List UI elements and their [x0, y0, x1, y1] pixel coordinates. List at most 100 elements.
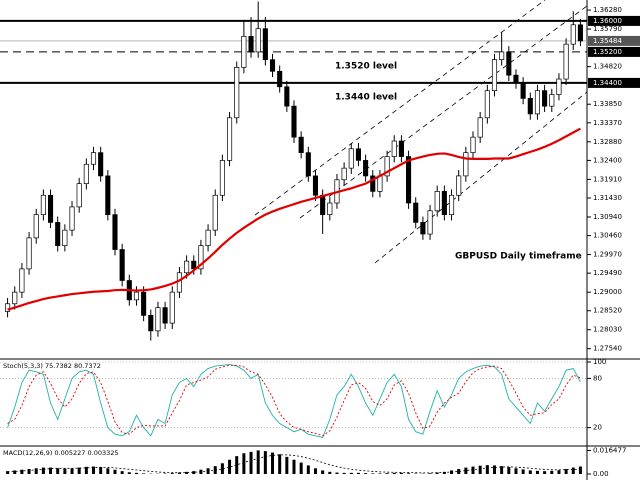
macd-bar	[486, 465, 489, 474]
macd-bar	[293, 460, 296, 474]
level-label: 1.36000	[593, 17, 622, 25]
macd-bar	[357, 473, 360, 474]
level-label: 1.34400	[593, 79, 622, 87]
candle-body	[313, 176, 317, 195]
y-tick-label: 1.30460	[593, 232, 622, 240]
candle-body	[499, 52, 503, 60]
macd-bar	[371, 473, 374, 474]
macd-bar	[63, 469, 66, 474]
macd-bar	[13, 470, 16, 474]
candle-body	[170, 292, 174, 323]
candle-body	[249, 36, 253, 51]
macd-bar	[271, 453, 274, 474]
candle-body	[464, 153, 468, 176]
macd-bar	[257, 450, 260, 474]
candle-body	[571, 25, 575, 44]
macd-bar	[429, 473, 432, 474]
level-text: 1.3440 level	[335, 92, 397, 102]
y-tick-label: 1.36280	[593, 6, 622, 14]
macd-bar	[350, 473, 353, 474]
candle-body	[156, 308, 160, 331]
candle-body	[70, 207, 74, 230]
candle-body	[106, 176, 110, 215]
macd-bar	[393, 473, 396, 474]
candle-body	[349, 149, 353, 168]
candle-body	[535, 91, 539, 114]
candle-body	[120, 250, 124, 281]
candle-body	[421, 222, 425, 234]
candle-body	[564, 44, 568, 79]
candle-body	[206, 230, 210, 245]
macd-bar	[228, 460, 231, 474]
candle-body	[299, 137, 303, 152]
candle-body	[277, 71, 281, 86]
macd-bar	[35, 468, 38, 474]
annotation: GBPUSD Daily timeframe	[455, 252, 582, 262]
level-text: 1.3520 level	[335, 61, 397, 71]
y-tick-label: 1.27540	[593, 345, 622, 353]
candle-body	[113, 215, 117, 250]
candle-body	[435, 191, 439, 210]
y-tick-label: 1.33370	[593, 119, 622, 127]
candle-body	[77, 184, 81, 207]
candle-body	[13, 292, 17, 304]
candle-body	[63, 230, 67, 245]
candle-body	[521, 83, 525, 98]
candle-body	[356, 149, 360, 161]
y-tick-label: 100	[593, 358, 606, 366]
candle-body	[542, 91, 546, 106]
macd-bar	[407, 473, 410, 474]
y-tick-label: 1.28520	[593, 307, 622, 315]
y-tick-label: 1.33850	[593, 100, 622, 108]
macd-bar	[343, 473, 346, 474]
macd-bar	[479, 466, 482, 474]
candle-body	[399, 141, 403, 156]
candle-body	[227, 118, 231, 161]
macd-bar	[328, 472, 331, 474]
candle-body	[492, 60, 496, 91]
candle-body	[84, 164, 88, 183]
candle-body	[557, 79, 561, 94]
candle-body	[27, 238, 31, 269]
y-tick-label: 1.29970	[593, 251, 622, 259]
macd-bar	[250, 452, 253, 474]
candle-body	[485, 91, 489, 118]
macd-bar	[128, 472, 131, 474]
candle-body	[392, 141, 396, 156]
level-label: 1.35200	[593, 48, 622, 56]
plot-area	[0, 0, 587, 480]
y-tick-label: 20	[593, 424, 602, 432]
macd-bar	[572, 468, 575, 474]
macd-bar	[171, 473, 174, 474]
macd-bar	[472, 467, 475, 474]
macd-bar	[28, 469, 31, 474]
candle-body	[141, 292, 145, 315]
macd-bar	[113, 470, 116, 474]
candle-body	[328, 203, 332, 215]
y-tick-label: 1.32880	[593, 138, 622, 146]
y-tick-label: 1.32400	[593, 156, 622, 164]
candle-body	[528, 98, 532, 113]
macd-bar	[557, 470, 560, 474]
candle-body	[34, 215, 38, 238]
candle-body	[56, 222, 60, 245]
candle-body	[292, 106, 296, 137]
macd-bar	[335, 473, 338, 474]
candle-body	[471, 137, 475, 152]
candle-body	[213, 195, 217, 230]
macd-bar	[242, 453, 245, 474]
candle-body	[41, 195, 45, 214]
candle-body	[363, 160, 367, 175]
y-tick-label: 1.30940	[593, 213, 622, 221]
macd-bar	[278, 454, 281, 474]
candle-body	[20, 269, 24, 292]
macd-bar	[386, 473, 389, 474]
macd-bar	[364, 473, 367, 474]
y-tick-label: 1.29490	[593, 269, 622, 277]
macd-bar	[106, 468, 109, 474]
candle-body	[578, 25, 582, 41]
macd-bar	[529, 470, 532, 474]
macd-bar	[71, 468, 74, 474]
